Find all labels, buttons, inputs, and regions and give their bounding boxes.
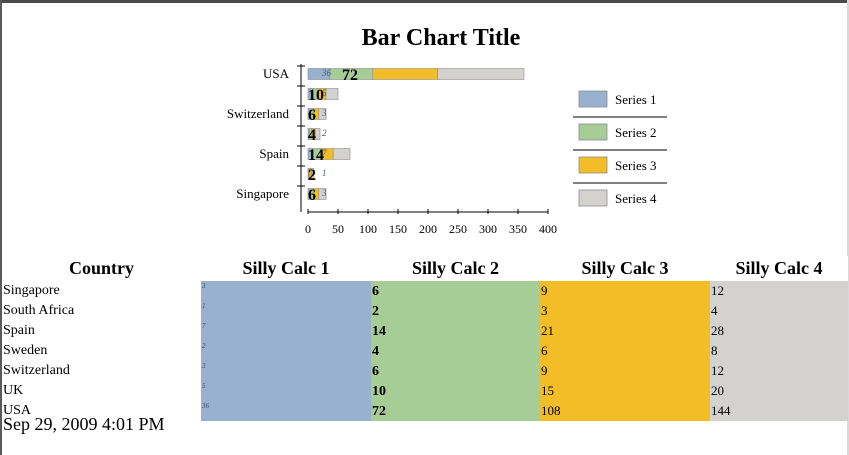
cell-calc3: 108 [541,403,561,418]
y-tick-label: Spain [259,146,289,161]
y-tick-label: Singapore [236,186,289,201]
cell-calc1: 7 [202,322,206,330]
cell-calc2: 72 [372,404,386,419]
bar-data-label: 6 [308,187,316,204]
bar-sublabel: 3 [321,108,327,118]
cell-country: Singapore [3,283,60,298]
cell-calc3: 9 [541,363,548,378]
data-table: Country Silly Calc 1 Silly Calc 2 Silly … [2,256,848,421]
bar-chart: Bar Chart Title 0 50 100 150 200 250 300 350 400… [227,25,667,236]
cell-calc1: 36 [202,402,209,410]
table-row: Sweden 2 4 6 8 [2,341,848,361]
header-silly-calc-1: Silly Calc 1 [201,256,371,281]
cell-calc3: 3 [541,303,548,318]
window-right-border [847,0,849,455]
cell-country: Spain [3,323,35,338]
bar-sublabel: 2 [322,128,327,138]
bar-data-label: 6 [308,107,316,124]
cell-calc4: 4 [711,303,718,318]
cell-country: Switzerland [3,363,70,378]
bar-data-label: 10 [308,87,324,104]
cell-calc4: 144 [711,403,731,418]
x-tick-label: 250 [449,222,467,236]
chart-title: Bar Chart Title [362,25,521,51]
cell-calc2: 10 [372,384,386,399]
bar-sublabel: 5 [322,88,327,98]
header-silly-calc-3: Silly Calc 3 [540,256,710,281]
x-tick-label: 0 [305,222,311,236]
cell-calc1: 5 [202,382,206,390]
bar-data-label: 72 [342,67,358,84]
window-left-border [0,0,2,455]
bar-segment [332,148,351,160]
x-tick-label: 150 [389,222,407,236]
legend-swatch [578,123,608,141]
legend-label: Series 2 [615,125,657,140]
cell-calc4: 12 [711,363,724,378]
table-row: Spain 7 14 21 28 [2,321,848,341]
table-row: USA 36 72 108 144 [2,401,848,421]
header-silly-calc-4: Silly Calc 4 [710,256,848,281]
y-tick-label: USA [263,66,290,81]
cell-calc1: 1 [202,302,206,310]
bar-sublabel: 1 [322,168,327,178]
bar-sublabel: 3 [321,188,327,198]
table-row: UK 5 10 15 20 [2,381,848,401]
legend-label: Series 1 [615,92,657,107]
bar-segment [318,108,327,120]
cell-calc4: 28 [711,323,724,338]
cell-calc1: 2 [202,342,206,350]
bar-segment [314,128,321,140]
bar-segment [311,168,315,180]
header-country: Country [2,256,201,281]
cell-calc2: 6 [372,284,379,299]
cell-calc1: 3 [202,282,206,290]
legend-swatch [578,90,608,108]
cell-calc1: 3 [202,362,206,370]
cell-country: UK [3,383,24,398]
table-row: Switzerland 3 6 9 12 [2,361,848,381]
y-tick-label: Switzerland [227,106,290,121]
bar-data-label: 4 [308,127,316,144]
legend-swatch [578,156,608,174]
x-tick-label: 200 [419,222,437,236]
legend-label: Series 4 [615,191,657,206]
table-row: South Africa 1 2 3 4 [2,301,848,321]
cell-calc4: 20 [711,383,724,398]
x-tick-label: 400 [539,222,557,236]
x-tick-label: 300 [479,222,497,236]
bar-sublabel: 7 [322,148,327,158]
cell-country: Sweden [3,343,48,358]
cell-calc2: 6 [372,364,379,379]
cell-country: South Africa [3,303,75,318]
x-tick-label: 100 [359,222,377,236]
legend-label: Series 3 [615,158,657,173]
legend-swatch [578,189,608,207]
cell-country: USA [3,403,32,418]
window-top-border [0,0,849,3]
table-row: Singapore 3 6 9 12 [2,281,848,301]
bar-sublabel: 36 [321,68,332,78]
report-timestamp: Sep 29, 2009 4:01 PM [3,414,165,434]
cell-calc4: 12 [711,283,724,298]
cell-calc2: 2 [372,304,379,319]
x-tick-label: 50 [332,222,344,236]
chart-legend: Series 1 Series 2 Series 3 Series 4 [573,90,667,207]
cell-calc2: 14 [372,324,386,339]
cell-calc3: 6 [541,343,548,358]
header-silly-calc-2: Silly Calc 2 [371,256,540,281]
bar-data-label: 14 [308,147,324,164]
cell-calc4: 8 [711,343,718,358]
bar-data-label: 2 [308,167,316,184]
bar-segment [318,188,327,200]
cell-calc3: 9 [541,283,548,298]
cell-calc2: 4 [372,344,379,359]
bar-segment [372,68,438,80]
cell-calc3: 15 [541,383,554,398]
bar-segment [437,68,525,80]
x-tick-label: 350 [509,222,527,236]
bar-segment [325,88,339,100]
cell-calc3: 21 [541,323,554,338]
table-header-row: Country Silly Calc 1 Silly Calc 2 Silly … [2,256,848,281]
